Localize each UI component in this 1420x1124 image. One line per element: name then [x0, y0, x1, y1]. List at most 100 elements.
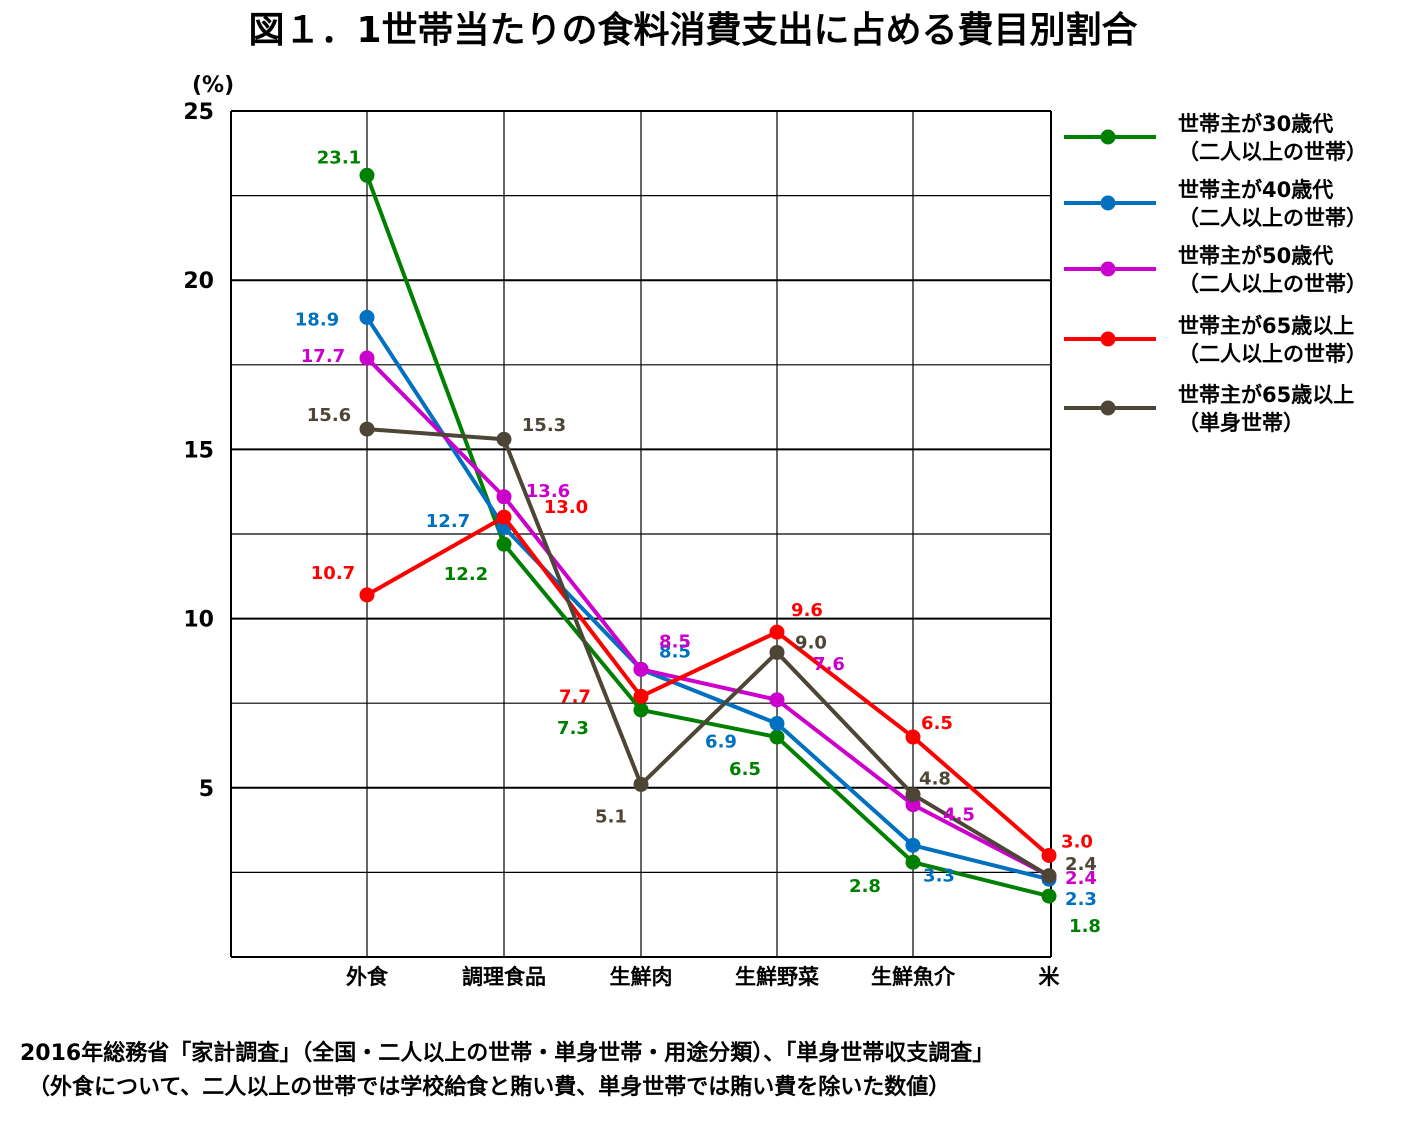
source-note-line1: 2016年総務省「家計調査」（全国・二人以上の世帯・単身世帯・用途分類）、「単身…: [20, 1040, 994, 1066]
series-5: [359, 421, 1057, 884]
y-axis-unit-label: (%): [192, 73, 234, 98]
legend-swatch-marker: [1100, 129, 1116, 145]
data-point: [359, 421, 375, 437]
legend-item: 世帯主が50歳代 （二人以上の世帯）: [1064, 244, 1367, 296]
legend-label: 世帯主が40歳代: [1178, 178, 1333, 202]
data-point: [359, 309, 375, 325]
data-point: [359, 587, 375, 603]
x-tick-label: 生鮮魚介: [871, 965, 956, 989]
data-label: 7.6: [813, 654, 845, 675]
data-point: [769, 624, 785, 640]
data-label: 3.0: [1061, 831, 1093, 852]
data-label: 2.4: [1065, 868, 1097, 889]
data-point: [633, 776, 649, 792]
data-label: 8.5: [659, 631, 691, 652]
data-point: [1041, 847, 1057, 863]
series-line: [366, 427, 1051, 878]
grid: [230, 110, 1052, 958]
series-lines: [359, 167, 1057, 904]
data-label: 5.1: [595, 806, 627, 827]
legend-item: 世帯主が30歳代 （二人以上の世帯）: [1064, 112, 1367, 164]
data-label: 7.3: [557, 718, 589, 739]
data-label: 4.5: [943, 805, 975, 826]
series-line: [366, 515, 1051, 857]
legend-item: 世帯主が65歳以上 （二人以上の世帯）: [1064, 314, 1367, 366]
data-label: 2.8: [849, 876, 881, 897]
x-tick-label: 調理食品: [462, 965, 546, 989]
data-point: [633, 688, 649, 704]
data-label: 1.8: [1069, 916, 1101, 937]
legend-swatch-marker: [1100, 331, 1116, 347]
legend-label: 世帯主が50歳代: [1178, 244, 1333, 268]
data-label: 12.7: [426, 511, 470, 532]
data-label: 4.8: [919, 769, 951, 790]
x-tick-label: 外食: [346, 965, 389, 989]
data-label: 3.3: [923, 865, 955, 886]
series-line: [365, 316, 1050, 882]
legend-label-sub: （二人以上の世帯）: [1178, 206, 1367, 230]
data-point: [905, 837, 921, 853]
legend-label: 世帯主が65歳以上: [1178, 314, 1354, 338]
data-point: [1041, 868, 1057, 884]
legend-item: 世帯主が65歳以上 （単身世帯）: [1064, 383, 1354, 435]
series-3: [359, 350, 1057, 884]
data-label: 7.7: [559, 686, 591, 707]
y-tick-label: 10: [183, 608, 214, 633]
series-line: [365, 174, 1050, 899]
series-4: [359, 509, 1057, 863]
series-1: [359, 167, 1057, 904]
data-label: 6.5: [921, 713, 953, 734]
data-labels: 23.1 12.2 7.3 6.5 2.8 1.8 18.9 12.7 8.5 6.9 3.3 2.3…: [295, 147, 1101, 937]
legend-swatch-marker: [1100, 400, 1116, 416]
legend-swatch-marker: [1100, 195, 1116, 211]
legend-item: 世帯主が40歳代 （二人以上の世帯）: [1064, 178, 1367, 230]
data-point: [359, 350, 375, 366]
chart-title: 図１．1世帯当たりの食料消費支出に占める費目別割合: [248, 10, 1137, 51]
data-label: 10.7: [311, 563, 355, 584]
data-label: 15.6: [307, 405, 351, 426]
data-point: [769, 692, 785, 708]
data-point: [496, 489, 512, 505]
category-labels: 外食 調理食品 生鮮肉 生鮮野菜 生鮮魚介 米: [346, 965, 1061, 989]
data-label: 23.1: [317, 147, 361, 168]
series-line: [365, 356, 1050, 878]
data-label: 6.9: [705, 732, 737, 753]
data-label: 6.5: [729, 759, 761, 780]
legend: 世帯主が30歳代（二人以上の世帯）世帯主が40歳代（二人以上の世帯）世帯主が50…: [1064, 112, 1367, 435]
data-point: [496, 431, 512, 447]
legend-label-sub: （二人以上の世帯）: [1178, 272, 1367, 296]
x-tick-label: 生鮮野菜: [735, 965, 819, 989]
legend-label-sub: （二人以上の世帯）: [1178, 342, 1367, 366]
data-point: [769, 644, 785, 660]
series-2: [359, 309, 1057, 887]
data-label: 2.3: [1065, 889, 1097, 910]
y-tick-label: 20: [183, 269, 214, 294]
data-point: [769, 716, 785, 732]
data-point: [633, 702, 649, 718]
data-point: [359, 167, 375, 183]
data-point: [769, 729, 785, 745]
data-label: 15.3: [522, 415, 566, 436]
data-label: 18.9: [295, 309, 339, 330]
y-tick-label: 25: [183, 100, 214, 125]
x-tick-label: 生鮮肉: [610, 965, 673, 989]
legend-label-sub: （二人以上の世帯）: [1178, 140, 1367, 164]
y-tick-labels: 5 10 15 20 25: [183, 100, 214, 802]
legend-label-sub: （単身世帯）: [1178, 411, 1304, 435]
x-tick-label: 米: [1039, 965, 1061, 989]
data-label: 8.5: [659, 641, 691, 662]
data-point: [1041, 888, 1057, 904]
data-point: [633, 661, 649, 677]
legend-label: 世帯主が30歳代: [1178, 112, 1333, 136]
data-label: 12.2: [444, 564, 488, 585]
data-label: 13.6: [526, 481, 570, 502]
source-note-line2: （外食について、二人以上の世帯では学校給食と賄い費、単身世帯では賄い費を除いた数…: [28, 1074, 950, 1100]
data-label: 9.0: [795, 632, 827, 653]
y-tick-label: 5: [199, 777, 214, 802]
data-label: 13.0: [544, 497, 588, 518]
legend-swatch-marker: [1100, 261, 1116, 277]
data-label: 9.6: [791, 600, 823, 621]
data-label: 2.4: [1065, 854, 1097, 875]
y-tick-label: 15: [183, 438, 214, 463]
